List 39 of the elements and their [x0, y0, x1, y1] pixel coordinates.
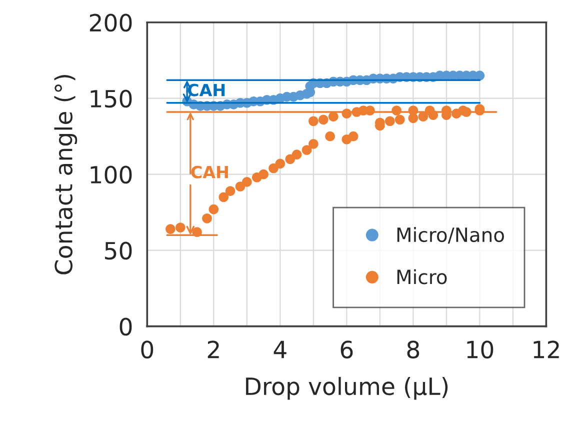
y-tick-label: 200 [90, 14, 132, 32]
point [348, 131, 358, 142]
y-tick-label: 50 [105, 242, 132, 260]
annotation: CAH [191, 166, 228, 178]
x-tick-label: 12 [534, 340, 559, 358]
point [308, 139, 318, 149]
y-axis-title: Contact angle (°) [54, 75, 78, 274]
point [258, 169, 268, 180]
point [308, 116, 318, 126]
point [218, 192, 229, 202]
x-tick-label: 10 [467, 340, 494, 358]
point [394, 114, 405, 125]
x-tick-label: 8 [407, 340, 420, 358]
point [242, 177, 252, 187]
legend-label: Micro/Nano [397, 227, 504, 244]
legend-label: Micro [397, 269, 447, 284]
point [384, 116, 395, 126]
point [292, 150, 302, 160]
point [328, 112, 338, 122]
x-tick-label: 2 [208, 340, 219, 358]
point [268, 163, 278, 174]
point [318, 114, 328, 125]
point [474, 70, 485, 80]
point [325, 131, 335, 142]
y-tick-label: 100 [90, 166, 132, 184]
x-tick-label: 0 [141, 340, 154, 358]
y-tick-label: 0 [120, 318, 132, 336]
point [225, 186, 236, 196]
x-tick-label: 6 [340, 340, 353, 358]
point [202, 213, 212, 224]
point [208, 204, 219, 214]
y-tick-label: 150 [90, 90, 132, 108]
point [166, 224, 176, 234]
point [235, 182, 246, 192]
point [302, 145, 312, 155]
x-tick-label: 4 [274, 340, 286, 358]
point [275, 158, 286, 169]
x-axis-title: Drop volume (µL) [246, 376, 448, 400]
point [176, 222, 186, 232]
